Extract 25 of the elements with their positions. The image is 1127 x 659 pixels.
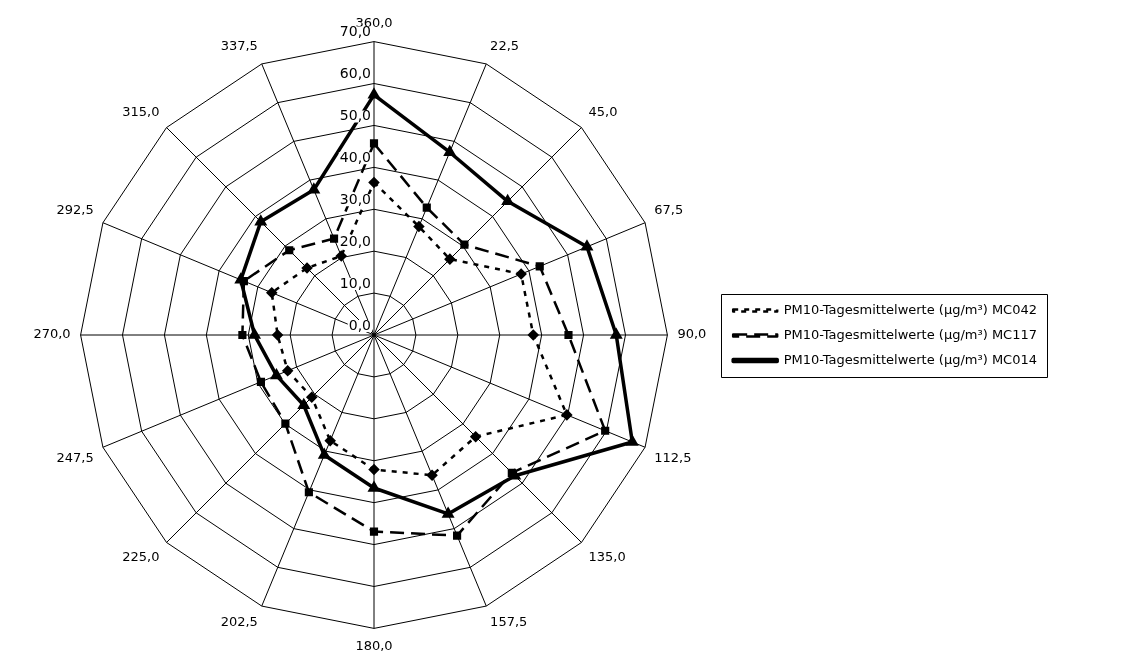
legend-label: PM10-Tagesmittelwerte (µg/m³) MC014 xyxy=(783,351,1038,367)
y-tick-label: 30,0 xyxy=(339,190,371,207)
legend-label: PM10-Tagesmittelwerte (µg/m³) MC042 xyxy=(783,301,1038,317)
spoke-label: 337,5 xyxy=(220,38,258,54)
y-tick-label: 0,0 xyxy=(348,316,371,333)
spoke-label: 180,0 xyxy=(355,637,393,653)
y-tick-label: 60,0 xyxy=(339,65,371,82)
spoke-label: 247,5 xyxy=(56,450,94,466)
spoke-label: 90,0 xyxy=(677,326,707,342)
spoke-label: 292,5 xyxy=(56,202,94,218)
spoke-label: 315,0 xyxy=(122,104,160,120)
spoke-label: 45,0 xyxy=(588,104,618,120)
y-tick-label: 50,0 xyxy=(339,107,371,124)
legend-label: PM10-Tagesmittelwerte (µg/m³) MC117 xyxy=(783,326,1038,342)
spoke-label: 157,5 xyxy=(490,614,528,630)
spoke-label: 135,0 xyxy=(588,548,626,564)
spoke-label: 202,5 xyxy=(220,614,258,630)
spoke-label: 112,5 xyxy=(654,450,692,466)
y-tick-label: 40,0 xyxy=(339,148,371,165)
y-tick-label: 20,0 xyxy=(339,232,371,249)
spoke-label: 270,0 xyxy=(33,326,71,342)
spoke-label: 22,5 xyxy=(490,38,520,54)
spoke-label: 67,5 xyxy=(654,202,684,218)
spoke-label: 225,0 xyxy=(122,548,160,564)
y-tick-label: 10,0 xyxy=(339,274,371,291)
